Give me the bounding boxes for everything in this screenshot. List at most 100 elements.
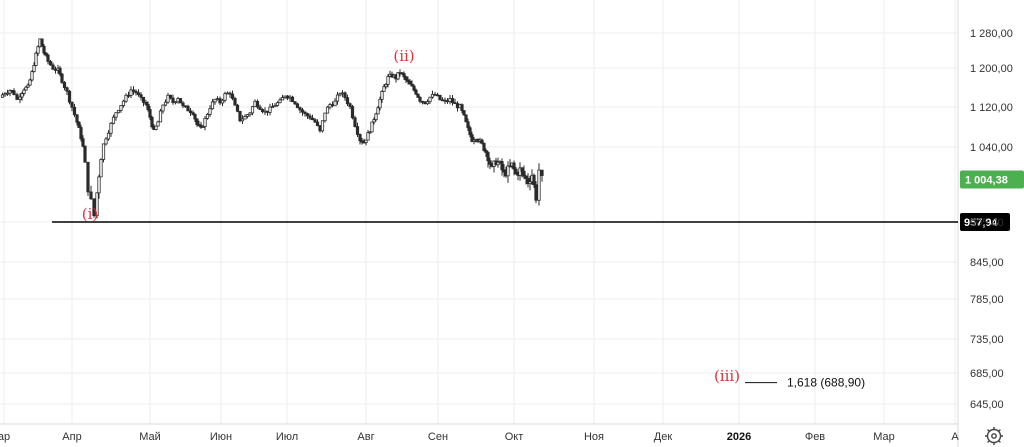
candle xyxy=(360,137,364,145)
candle-body xyxy=(213,98,217,103)
candle xyxy=(374,112,378,122)
candle xyxy=(265,110,270,116)
candle-body xyxy=(330,104,335,107)
candle-body xyxy=(235,104,240,112)
candle-body xyxy=(430,93,435,98)
candle-body xyxy=(144,102,148,105)
candle xyxy=(404,75,408,84)
price-candles xyxy=(0,38,544,219)
y-tick-label: 845,00 xyxy=(970,257,1004,269)
candle xyxy=(290,95,295,103)
candle xyxy=(506,161,510,183)
candle xyxy=(353,115,357,128)
candle xyxy=(532,173,536,188)
candle-body xyxy=(280,97,285,101)
candle-body xyxy=(65,87,69,92)
candle-body xyxy=(268,106,272,113)
candle xyxy=(186,104,190,112)
candle-body xyxy=(12,90,16,96)
candle-body xyxy=(58,67,62,75)
candle-body xyxy=(158,110,163,123)
candle-body xyxy=(345,97,350,105)
x-tick-label: Фев xyxy=(805,431,825,443)
candle xyxy=(338,92,342,97)
candle xyxy=(228,91,232,98)
fib-target-label: 1,618 (688,90) xyxy=(787,376,865,390)
candle xyxy=(139,92,143,101)
candle-body xyxy=(134,90,138,94)
candle xyxy=(121,99,126,108)
candle xyxy=(500,158,504,176)
candle xyxy=(67,89,72,105)
candle xyxy=(75,114,79,126)
y-tick-label: 685,00 xyxy=(970,368,1004,380)
candle xyxy=(158,108,163,123)
x-tick-label: Май xyxy=(139,431,161,443)
candle xyxy=(44,51,48,57)
candle xyxy=(396,72,400,81)
wave-label: (i) xyxy=(82,205,99,223)
candle xyxy=(250,105,255,116)
candle xyxy=(423,101,427,105)
candle-body xyxy=(230,93,235,99)
candle-body xyxy=(420,100,425,103)
candle xyxy=(163,99,168,107)
candle-body xyxy=(438,94,442,101)
candle xyxy=(514,166,518,175)
candle xyxy=(199,121,203,129)
x-tick-label: Июн xyxy=(210,431,232,443)
candle-body xyxy=(423,101,427,105)
candle-body xyxy=(22,89,26,94)
candle-body xyxy=(496,161,500,166)
candle xyxy=(328,102,332,110)
candle xyxy=(540,169,544,182)
candle xyxy=(20,91,24,101)
x-tick-label: Окт xyxy=(505,431,524,443)
candle-body xyxy=(522,170,526,177)
candle xyxy=(402,71,406,80)
candle-body xyxy=(223,93,227,101)
candle-body xyxy=(36,46,40,54)
candle-body xyxy=(502,169,506,173)
candle xyxy=(92,198,96,218)
candle xyxy=(150,115,154,129)
candle-body xyxy=(141,96,146,103)
candle-body xyxy=(270,106,275,109)
candle-body xyxy=(408,81,412,85)
candle-body xyxy=(263,110,267,113)
candle xyxy=(124,93,128,103)
candle-body xyxy=(95,192,99,217)
candle xyxy=(425,99,430,105)
candle xyxy=(278,97,282,104)
candle-body xyxy=(101,143,106,160)
candle xyxy=(83,145,87,163)
candle xyxy=(366,130,370,141)
candle xyxy=(119,105,123,113)
candle-body xyxy=(171,97,175,103)
candle-body xyxy=(412,85,416,91)
candle-body xyxy=(300,109,305,113)
candle-body xyxy=(348,103,352,107)
candle-body xyxy=(20,93,24,98)
candle-body xyxy=(40,38,44,47)
candle xyxy=(343,91,347,101)
candle-body xyxy=(382,86,386,92)
candle-body xyxy=(168,94,173,99)
candle xyxy=(225,91,230,95)
chart-overlays: (i) (ii) (iii) 1,618 (688,90) 1 004,38 957,94 xyxy=(52,47,1024,390)
candle xyxy=(315,119,320,127)
candle-body xyxy=(353,117,357,127)
candle xyxy=(484,148,488,157)
candle xyxy=(462,110,466,116)
candle-body xyxy=(109,122,113,134)
candle xyxy=(408,79,412,85)
candle-body xyxy=(358,134,362,142)
candle xyxy=(280,94,285,101)
candle-body xyxy=(540,169,544,177)
candle-body xyxy=(228,92,232,95)
settings-gear-icon[interactable] xyxy=(985,427,1003,445)
candle-body xyxy=(333,100,337,107)
candle xyxy=(323,112,327,123)
candle xyxy=(480,138,484,145)
